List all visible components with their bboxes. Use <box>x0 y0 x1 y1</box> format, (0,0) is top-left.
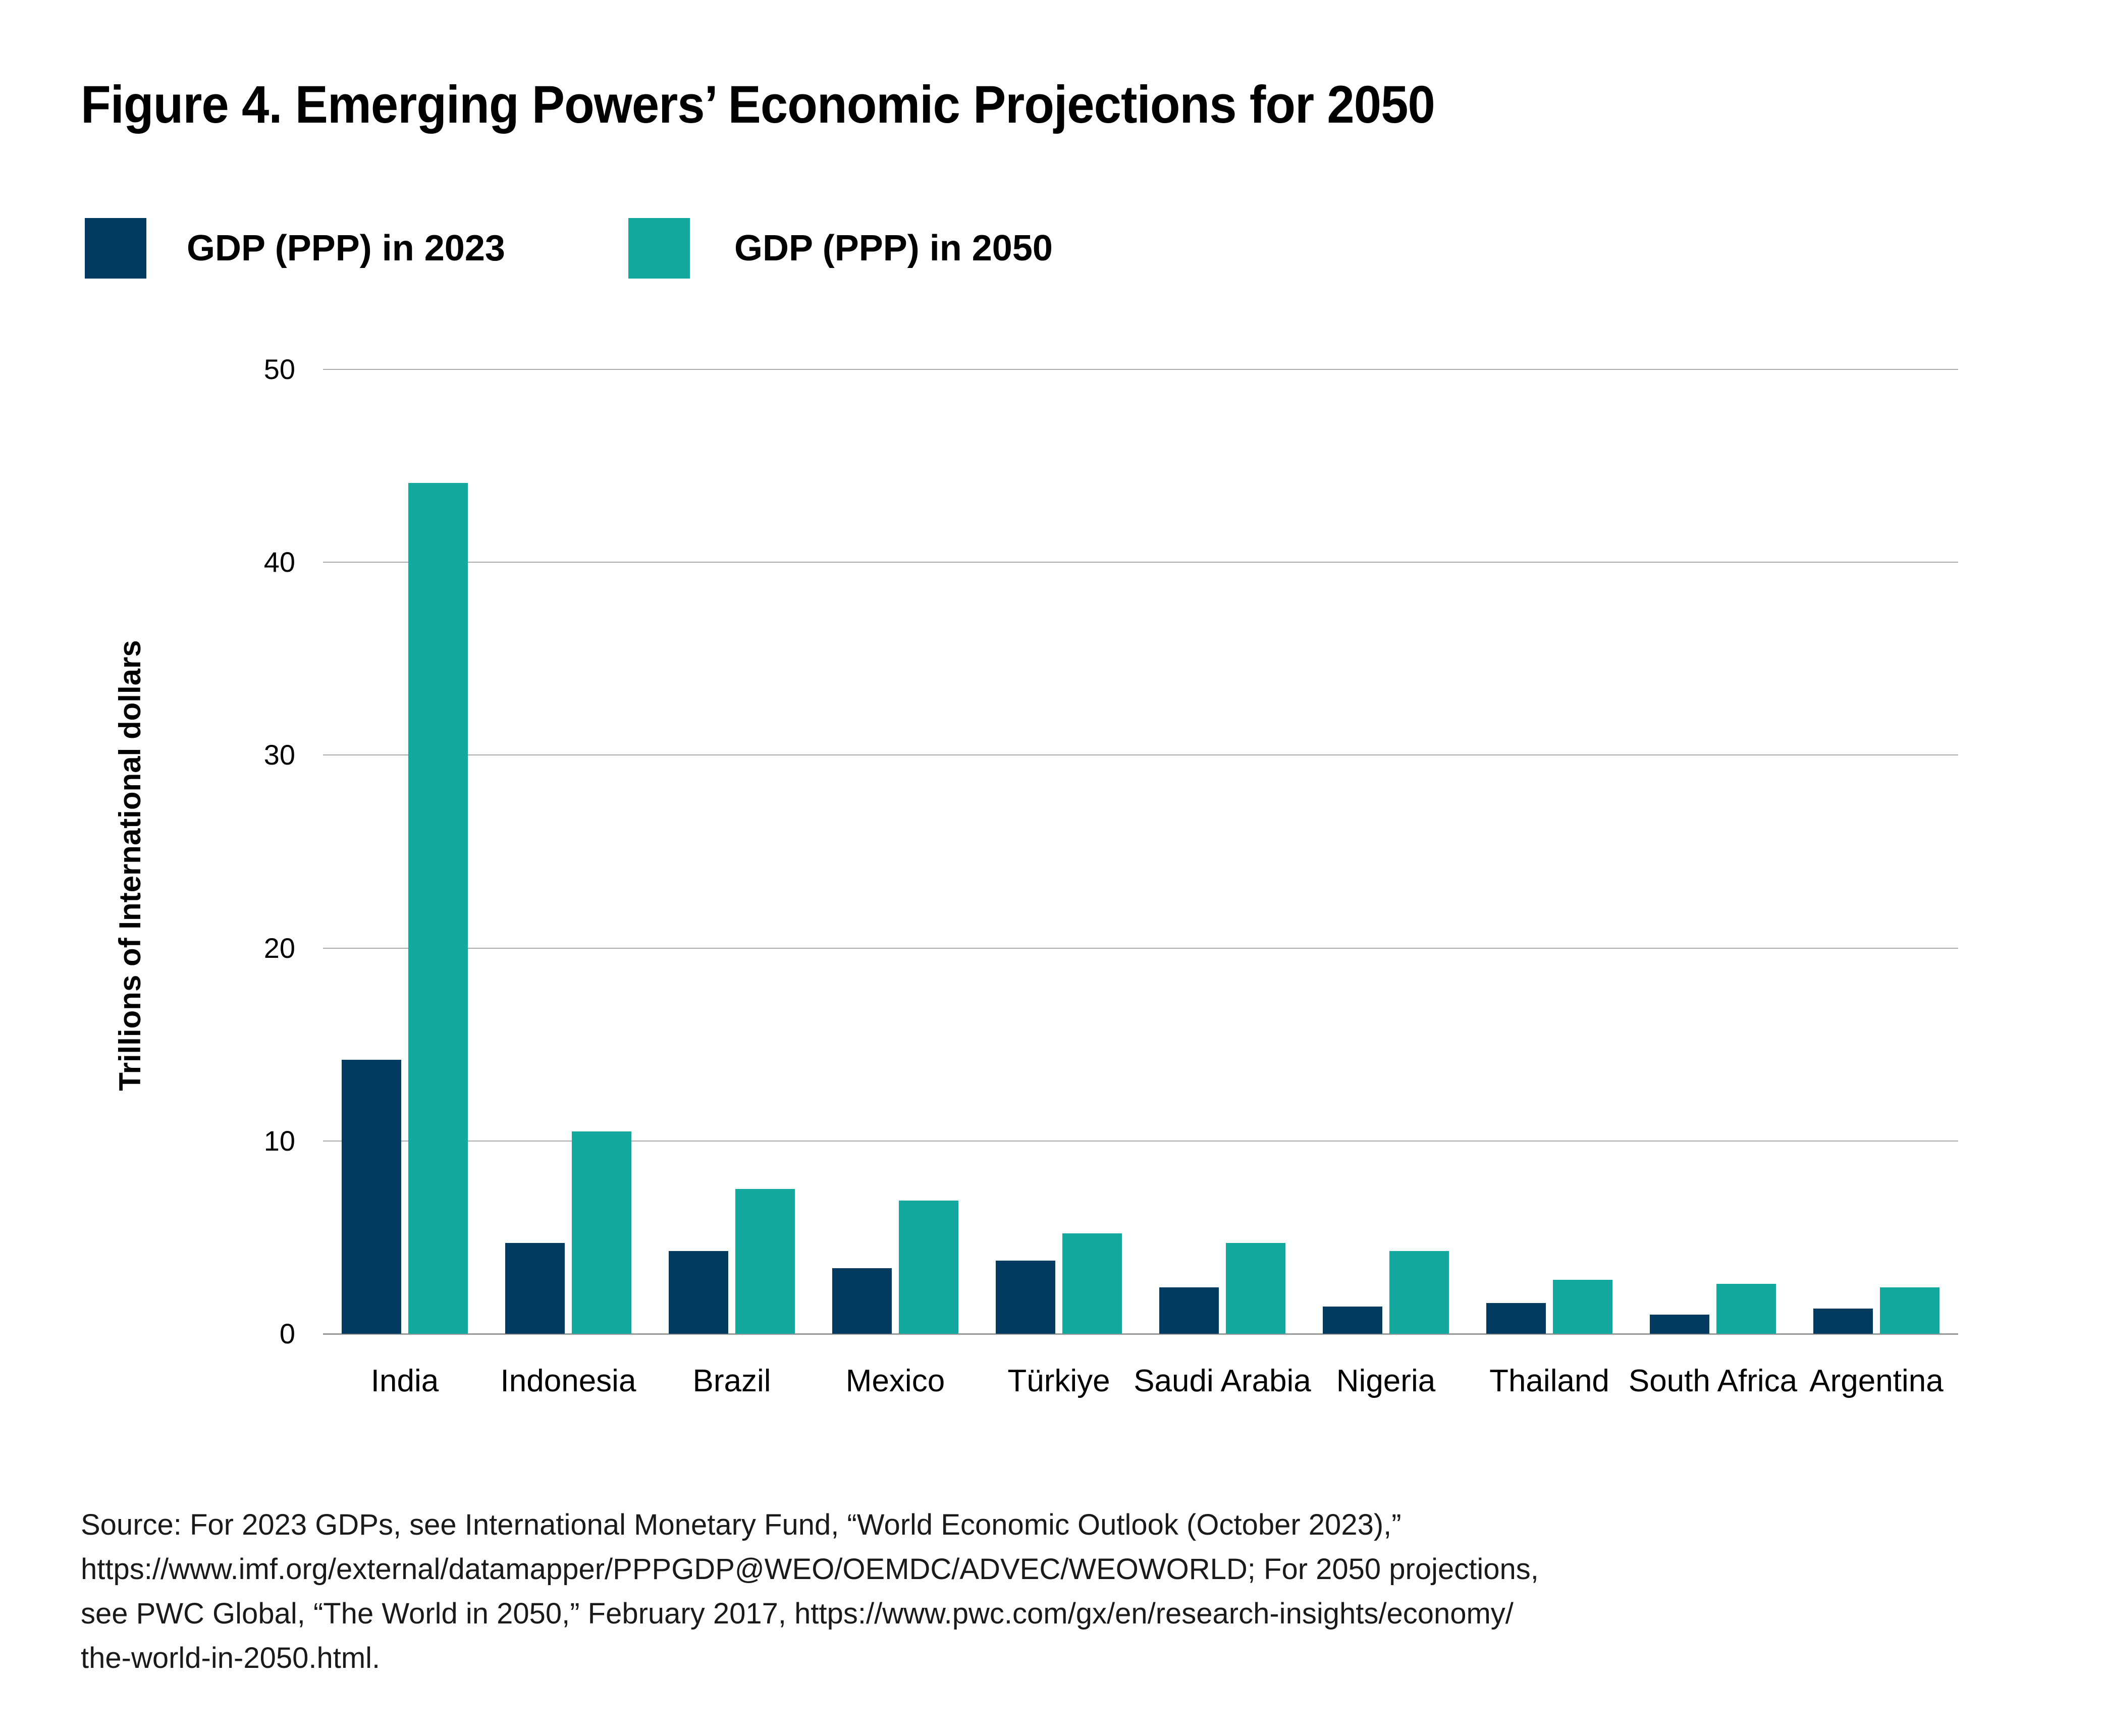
bar-2023-Türkiye <box>996 1260 1055 1334</box>
bar-2023-Thailand <box>1486 1303 1546 1334</box>
bar-2050-Indonesia <box>572 1131 631 1334</box>
legend-swatch-2050 <box>628 218 690 279</box>
bar-2023-Saudi Arabia <box>1159 1287 1219 1334</box>
y-tick-label: 10 <box>263 1124 295 1157</box>
source-line: the-world-in-2050.html. <box>81 1642 381 1674</box>
x-axis-label: Nigeria <box>1336 1364 1436 1398</box>
bar-2023-Indonesia <box>505 1243 565 1334</box>
bar-2050-India <box>408 483 468 1334</box>
x-axis-label: Mexico <box>845 1364 945 1398</box>
y-tick-label: 30 <box>263 739 295 771</box>
y-tick-label: 50 <box>263 353 295 385</box>
x-axis-label: Indonesia <box>500 1364 636 1398</box>
bar-2023-Argentina <box>1813 1309 1873 1334</box>
bar-2023-Nigeria <box>1323 1307 1382 1334</box>
x-axis-label: Thailand <box>1489 1364 1609 1398</box>
bar-2050-Mexico <box>899 1201 958 1334</box>
gridline <box>323 369 1958 370</box>
x-axis-label: Türkiye <box>1007 1364 1110 1398</box>
y-axis-title: Trillions of International dollars <box>113 640 147 1091</box>
y-tick-label: 0 <box>279 1318 295 1349</box>
bar-2023-India <box>342 1060 401 1334</box>
bar-2050-Türkiye <box>1062 1233 1122 1334</box>
y-tick-label: 20 <box>263 932 295 964</box>
x-axis-label: Saudi Arabia <box>1134 1364 1311 1398</box>
bar-2050-Nigeria <box>1389 1251 1449 1334</box>
legend-label-2023: GDP (PPP) in 2023 <box>187 228 505 268</box>
gridline <box>323 754 1958 756</box>
bar-2023-Mexico <box>832 1268 892 1334</box>
x-axis-label: South Africa <box>1628 1364 1798 1398</box>
bar-2050-South Africa <box>1716 1283 1776 1334</box>
bar-2023-South Africa <box>1650 1314 1709 1334</box>
source-line: https://www.imf.org/external/datamapper/… <box>81 1553 1539 1586</box>
bar-2050-Saudi Arabia <box>1226 1243 1285 1334</box>
gridline <box>323 947 1958 949</box>
legend-label-2050: GDP (PPP) in 2050 <box>734 228 1053 268</box>
x-axis-label: India <box>370 1364 439 1398</box>
source-line: Source: For 2023 GDPs, see International… <box>81 1508 1401 1541</box>
gridline <box>323 1140 1958 1142</box>
x-axis-line <box>323 1333 1958 1335</box>
bar-2050-Thailand <box>1553 1279 1612 1334</box>
bar-2050-Argentina <box>1880 1287 1939 1334</box>
bar-2050-Brazil <box>735 1189 795 1334</box>
x-axis-label: Brazil <box>692 1364 771 1398</box>
x-axis-label: Argentina <box>1809 1364 1944 1398</box>
bar-2023-Brazil <box>669 1251 728 1334</box>
y-tick-label: 40 <box>263 546 295 578</box>
gridline <box>323 562 1958 563</box>
source-line: see PWC Global, “The World in 2050,” Feb… <box>81 1597 1514 1630</box>
source-note: Source: For 2023 GDPs, see International… <box>81 1503 1539 1680</box>
figure-title: Figure 4. Emerging Powers’ Economic Proj… <box>81 75 1435 134</box>
legend-swatch-2023 <box>85 218 146 279</box>
